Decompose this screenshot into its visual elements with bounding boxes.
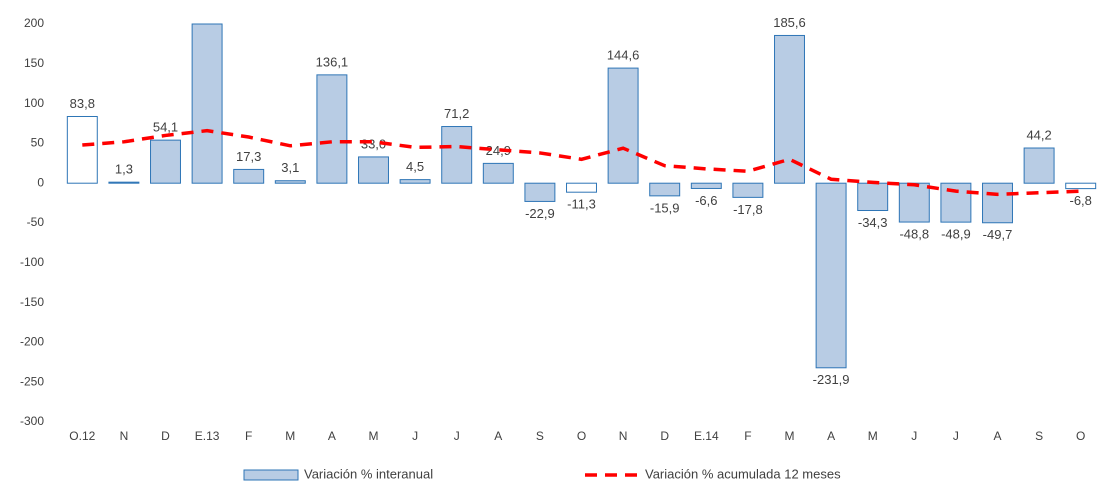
y-tick-label: 200 xyxy=(24,16,44,30)
data-label: 3,1 xyxy=(281,160,299,175)
x-tick-label: F xyxy=(744,429,751,443)
y-tick-label: -100 xyxy=(20,255,44,269)
bar xyxy=(898,182,930,223)
data-label: -22,9 xyxy=(525,206,555,221)
data-label: 185,6 xyxy=(773,15,806,30)
x-tick-label: N xyxy=(619,429,628,443)
data-label: 83,8 xyxy=(70,96,95,111)
x-tick-label: J xyxy=(911,429,917,443)
x-tick-label: E.13 xyxy=(195,429,220,443)
bar xyxy=(774,34,805,184)
x-tick-label: A xyxy=(494,429,502,443)
bar xyxy=(108,181,140,184)
data-label: -48,9 xyxy=(941,227,971,242)
x-tick-label: M xyxy=(285,429,295,443)
bar xyxy=(66,115,98,184)
bar xyxy=(441,126,473,184)
x-tick-label: J xyxy=(953,429,959,443)
x-tick-label: A xyxy=(993,429,1001,443)
bar xyxy=(982,182,1013,224)
y-tick-label: 100 xyxy=(24,96,44,110)
bar xyxy=(274,180,306,184)
bar xyxy=(191,23,223,184)
bar xyxy=(399,179,431,184)
data-label: 136,1 xyxy=(316,54,349,69)
x-tick-label: N xyxy=(120,429,129,443)
y-tick-label: 50 xyxy=(31,136,45,150)
y-tick-label: -50 xyxy=(27,215,45,229)
data-label: 17,3 xyxy=(236,149,261,164)
data-label: -48,8 xyxy=(899,226,929,241)
bar xyxy=(815,182,847,369)
bar xyxy=(358,156,389,184)
bar xyxy=(732,182,764,198)
data-label: -231,9 xyxy=(813,372,850,387)
bar xyxy=(1023,147,1055,184)
data-label: -6,6 xyxy=(695,193,717,208)
x-tick-label: M xyxy=(369,429,379,443)
y-tick-label: -200 xyxy=(20,335,44,349)
line xyxy=(82,128,1081,197)
x-tick-label: D xyxy=(660,429,669,443)
y-tick-label: 0 xyxy=(37,175,44,189)
data-label: 71,2 xyxy=(444,106,469,121)
bar xyxy=(649,182,681,197)
bar xyxy=(607,67,639,184)
y-tick-label: -300 xyxy=(20,414,44,428)
bar xyxy=(150,139,181,184)
data-label: -11,3 xyxy=(567,197,596,212)
x-tick-label: O xyxy=(577,429,586,443)
bar xyxy=(524,182,556,202)
bar xyxy=(482,162,514,184)
x-tick-label: A xyxy=(328,429,336,443)
bar xyxy=(857,182,889,212)
data-label: -17,8 xyxy=(733,202,763,217)
x-tick-label: O xyxy=(1076,429,1085,443)
y-tick-label: -150 xyxy=(20,295,44,309)
bar xyxy=(233,168,265,184)
x-tick-label: M xyxy=(785,429,795,443)
data-label: -49,7 xyxy=(983,227,1013,242)
x-tick-label: E.14 xyxy=(694,429,719,443)
legend-label: Variación % acumulada 12 meses xyxy=(645,466,841,481)
data-label: -34,3 xyxy=(858,215,888,230)
x-tick-label: J xyxy=(412,429,418,443)
data-label: 54,1 xyxy=(153,120,178,135)
bar xyxy=(690,182,722,189)
legend-swatch xyxy=(243,469,299,481)
x-tick-label: A xyxy=(827,429,835,443)
data-label: 4,5 xyxy=(406,159,424,174)
y-tick-label: 150 xyxy=(24,56,44,70)
bar xyxy=(566,182,597,193)
data-label: 1,3 xyxy=(115,162,133,177)
data-label: -6,8 xyxy=(1069,193,1091,208)
x-tick-label: M xyxy=(868,429,878,443)
x-tick-label: S xyxy=(536,429,544,443)
x-tick-label: S xyxy=(1035,429,1043,443)
data-label: 44,2 xyxy=(1026,127,1051,142)
data-label: -15,9 xyxy=(650,200,680,215)
bar xyxy=(940,182,972,223)
data-label: 24,9 xyxy=(486,143,511,158)
x-tick-label: F xyxy=(245,429,252,443)
bar xyxy=(1065,182,1097,190)
bar xyxy=(316,74,348,184)
legend-label: Variación % interanual xyxy=(304,466,433,481)
data-label: 144,6 xyxy=(607,48,640,63)
x-tick-label: J xyxy=(454,429,460,443)
y-tick-label: -250 xyxy=(20,374,44,388)
x-tick-label: D xyxy=(161,429,170,443)
x-tick-label: O.12 xyxy=(69,429,95,443)
